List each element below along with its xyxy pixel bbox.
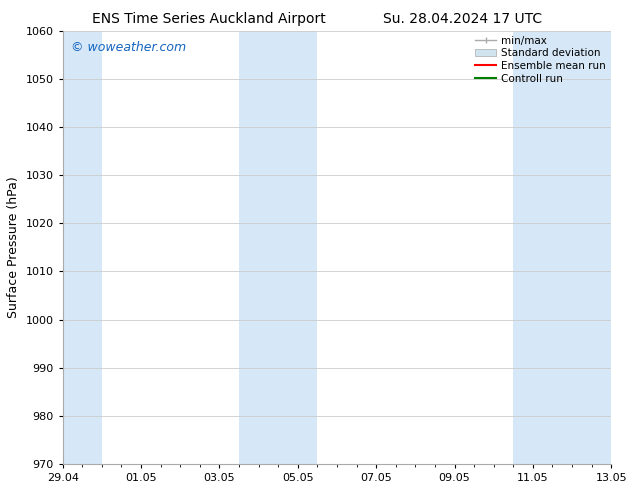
Y-axis label: Surface Pressure (hPa): Surface Pressure (hPa)	[7, 176, 20, 318]
Bar	[239, 30, 318, 464]
Text: ENS Time Series Auckland Airport: ENS Time Series Auckland Airport	[93, 12, 326, 26]
Text: Su. 28.04.2024 17 UTC: Su. 28.04.2024 17 UTC	[384, 12, 542, 26]
Bar	[514, 30, 611, 464]
Legend: min/max, Standard deviation, Ensemble mean run, Controll run: min/max, Standard deviation, Ensemble me…	[476, 36, 606, 84]
Bar	[63, 30, 102, 464]
Text: © woweather.com: © woweather.com	[71, 41, 186, 54]
